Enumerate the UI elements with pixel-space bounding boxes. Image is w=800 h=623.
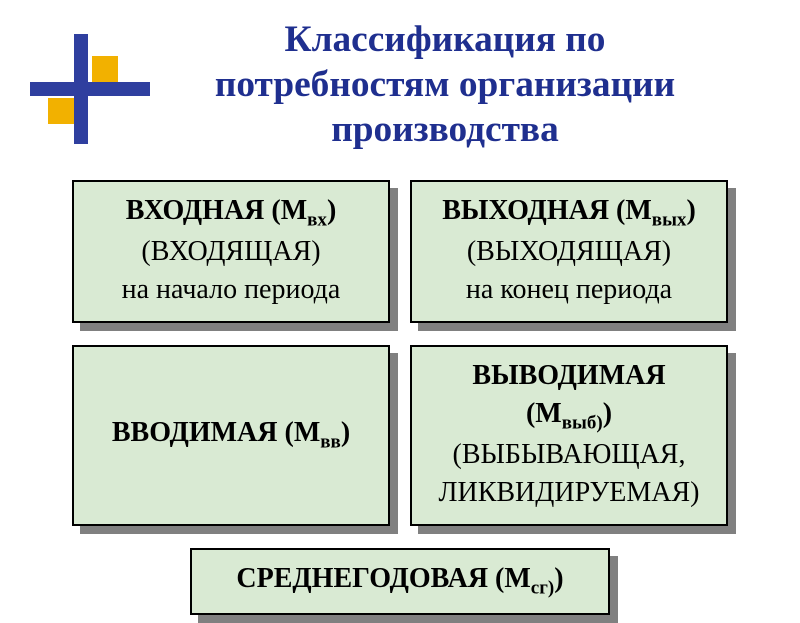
card-inbound-line3: на начало периода <box>88 271 374 309</box>
card-introduced-suffix: ) <box>341 417 350 448</box>
card-introduced-sub: вв <box>320 431 341 452</box>
card-inbound-sub: вх <box>307 210 327 231</box>
card-introduced: ВВОДИМАЯ (Мвв) <box>72 345 390 526</box>
title-line-2: потребностям организации <box>215 64 675 105</box>
card-outbound-prefix: ВЫХОДНАЯ (М <box>442 195 652 226</box>
title-line-1: Классификация по <box>285 19 606 60</box>
card-inbound-suffix: ) <box>327 195 336 226</box>
card-average-suffix: ) <box>554 563 563 594</box>
title-line-3: производства <box>331 109 559 150</box>
card-outbound: ВЫХОДНАЯ (Мвых) (ВЫХОДЯЩАЯ) на конец пер… <box>410 180 728 323</box>
card-outbound-sub: вых <box>652 210 687 231</box>
row-3: СРЕДНЕГОДОВАЯ (Мсг)) <box>190 548 610 615</box>
card-average-sub: сг) <box>531 578 554 599</box>
card-average-prefix: СРЕДНЕГОДОВАЯ (М <box>236 563 530 594</box>
card-outbound-line2: (ВЫХОДЯЩАЯ) <box>426 233 712 271</box>
card-inbound-prefix: ВХОДНАЯ (М <box>126 195 307 226</box>
card-withdrawn-sub: выб) <box>562 412 603 433</box>
row-2: ВВОДИМАЯ (Мвв) ВЫВОДИМАЯ (Мвыб)) (ВЫБЫВА… <box>72 345 728 526</box>
card-inbound-line2: (ВХОДЯЩАЯ) <box>88 233 374 271</box>
card-withdrawn-line3: ЛИКВИДИРУЕМАЯ) <box>426 474 712 512</box>
row-1: ВХОДНАЯ (Мвх) (ВХОДЯЩАЯ) на начало перио… <box>72 180 728 323</box>
page-title: Классификация по потребностям организаци… <box>150 18 740 152</box>
card-withdrawn: ВЫВОДИМАЯ (Мвыб)) (ВЫБЫВАЮЩАЯ, ЛИКВИДИРУ… <box>410 345 728 526</box>
card-withdrawn-line2: (ВЫБЫВАЮЩАЯ, <box>426 436 712 474</box>
card-inbound: ВХОДНАЯ (Мвх) (ВХОДЯЩАЯ) на начало перио… <box>72 180 390 323</box>
card-introduced-prefix: ВВОДИМАЯ (М <box>112 417 320 448</box>
card-outbound-line3: на конец периода <box>426 271 712 309</box>
card-outbound-suffix: ) <box>686 195 695 226</box>
card-average: СРЕДНЕГОДОВАЯ (Мсг)) <box>190 548 610 615</box>
card-withdrawn-suffix: ) <box>603 398 612 429</box>
cards-container: ВХОДНАЯ (Мвх) (ВХОДЯЩАЯ) на начало перио… <box>0 180 800 615</box>
corner-decoration <box>30 24 150 144</box>
